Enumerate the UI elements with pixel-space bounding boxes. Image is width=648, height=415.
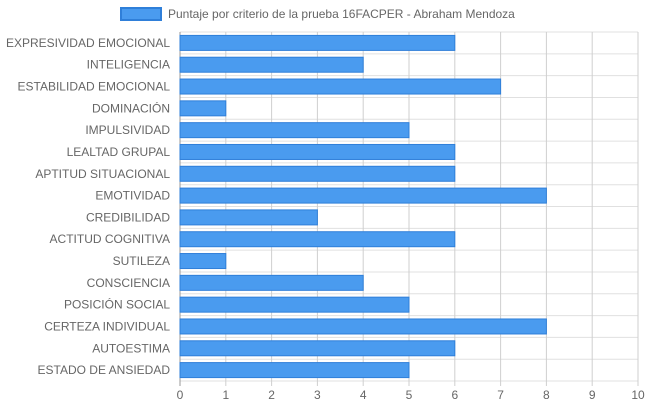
bar[interactable] (179, 165, 456, 182)
x-tick-label: 1 (222, 388, 229, 402)
bar[interactable] (179, 78, 502, 95)
bar[interactable] (179, 34, 456, 51)
x-tick-label: 5 (406, 388, 413, 402)
legend-label: Puntaje por criterio de la prueba 16FACP… (168, 7, 515, 21)
category-label: EXPRESIVIDAD EMOCIONAL (6, 36, 170, 50)
category-label: APTITUD SITUACIONAL (35, 167, 170, 181)
category-label: CONSCIENCIA (87, 276, 170, 290)
bar[interactable] (179, 209, 318, 226)
x-axis-tick-labels: 0 1 2 3 4 5 6 7 8 9 10 (177, 388, 645, 402)
bar[interactable] (179, 274, 364, 291)
bar[interactable] (179, 143, 456, 160)
bars (179, 34, 547, 379)
bar[interactable] (179, 253, 227, 270)
bar[interactable] (179, 318, 547, 335)
category-labels: EXPRESIVIDAD EMOCIONAL INTELIGENCIA ESTABI… (6, 36, 170, 377)
category-label: SUTILEZA (113, 254, 170, 268)
x-tick-label: 10 (631, 388, 645, 402)
x-tick-label: 9 (589, 388, 596, 402)
category-label: IMPULSIVIDAD (85, 123, 170, 137)
category-label: EMOTIVIDAD (95, 189, 170, 203)
x-tick-label: 4 (360, 388, 367, 402)
x-tick-label: 0 (177, 388, 184, 402)
bar[interactable] (179, 187, 547, 204)
x-tick-label: 3 (314, 388, 321, 402)
bar[interactable] (179, 340, 456, 357)
bar[interactable] (179, 231, 456, 248)
x-tick-label: 7 (497, 388, 504, 402)
category-label: ESTABILIDAD EMOCIONAL (18, 80, 171, 94)
x-tick-label: 2 (268, 388, 275, 402)
category-label: ESTADO DE ANSIEDAD (38, 363, 171, 377)
category-label: CREDIBILIDAD (86, 210, 170, 224)
x-tick-label: 8 (543, 388, 550, 402)
bar[interactable] (179, 362, 410, 379)
x-tick-label: 6 (451, 388, 458, 402)
category-label: LEALTAD GRUPAL (67, 145, 171, 159)
legend-swatch (120, 7, 162, 21)
category-label: POSICIÓN SOCIAL (64, 297, 170, 312)
category-label: DOMINACIÓN (92, 100, 170, 115)
category-label: AUTOESTIMA (92, 341, 170, 355)
bar[interactable] (179, 122, 410, 139)
bar[interactable] (179, 296, 410, 313)
category-label: CERTEZA INDIVIDUAL (44, 319, 170, 333)
bar[interactable] (179, 56, 364, 73)
bar[interactable] (179, 100, 227, 117)
category-label: ACTITUD COGNITIVA (50, 232, 170, 246)
chart-legend[interactable]: Puntaje por criterio de la prueba 16FACP… (120, 7, 515, 21)
category-label: INTELIGENCIA (87, 58, 170, 72)
